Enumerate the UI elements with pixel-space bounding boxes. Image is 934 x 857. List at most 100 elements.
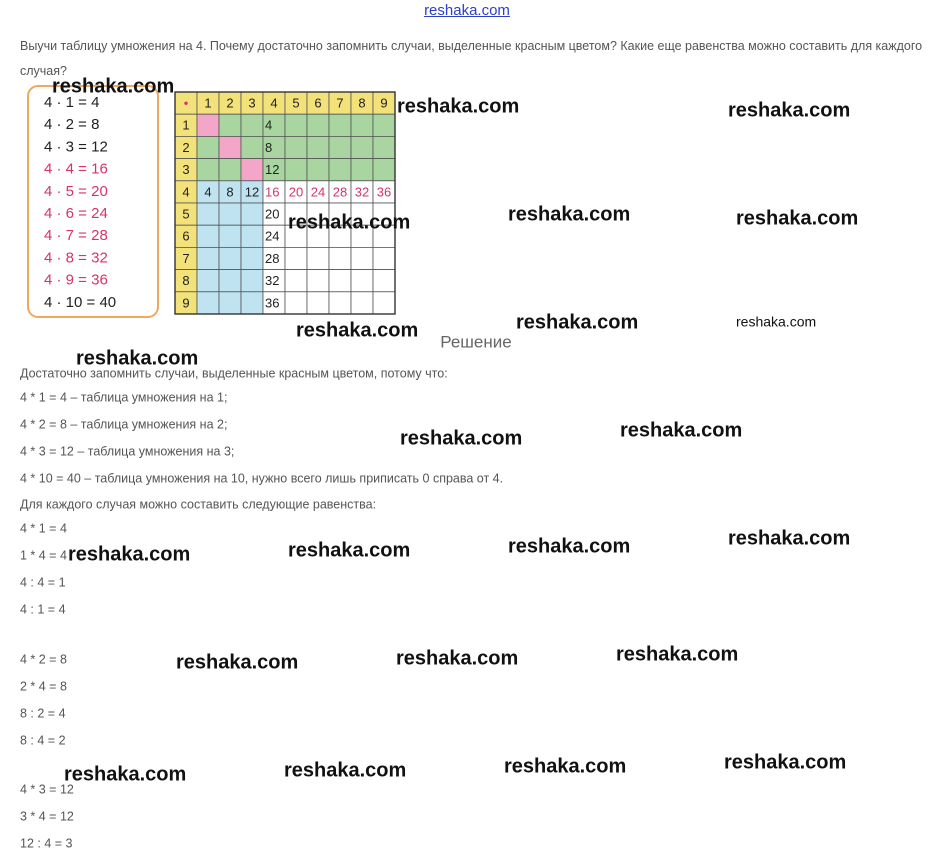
table-cell — [196, 269, 220, 293]
table-text: 20 — [265, 207, 279, 222]
table-cell — [350, 269, 374, 293]
solution-title: Решение — [440, 332, 511, 351]
table-cell — [218, 158, 242, 182]
table-cell — [372, 158, 396, 182]
table-cell — [240, 135, 264, 159]
watermark: reshaka.com — [728, 99, 850, 121]
table-text: 2 — [226, 96, 233, 111]
table-text: 1 — [182, 118, 189, 133]
table-text: 8 — [265, 140, 272, 155]
table-cell — [196, 113, 220, 137]
table-text: 9 — [380, 96, 387, 111]
site-link[interactable]: reshaka.com — [424, 2, 510, 19]
table-text: 7 — [336, 96, 343, 111]
table-cell — [240, 158, 264, 182]
equation: 12 : 4 = 3 — [20, 836, 73, 850]
equation: 3 * 4 = 12 — [20, 809, 74, 823]
table-text: 6 — [182, 229, 189, 244]
watermark: reshaka.com — [176, 651, 298, 673]
solution-line: Достаточно запомнить случаи, выделенные … — [20, 366, 448, 380]
watermark: reshaka.com — [52, 75, 174, 97]
table-cell — [328, 246, 352, 270]
table-cell — [306, 158, 330, 182]
table-cell — [306, 291, 330, 315]
table-cell — [306, 113, 330, 137]
table-cell — [218, 246, 242, 270]
table-text: 6 — [314, 96, 321, 111]
table-cell — [196, 135, 220, 159]
watermark: reshaka.com — [288, 539, 410, 561]
table-text: 20 — [289, 184, 303, 199]
table-text: • — [184, 96, 189, 111]
solution-line: 4 * 3 = 12 – таблица умножения на 3; — [20, 444, 234, 458]
table-cell — [240, 269, 264, 293]
watermark: reshaka.com — [288, 211, 410, 233]
table-cell — [350, 246, 374, 270]
solution-line: 4 * 2 = 8 – таблица умножения на 2; — [20, 417, 227, 431]
equation: 4 * 1 = 4 — [20, 521, 67, 535]
list-item: 4 · 4 = 16 — [44, 161, 108, 178]
equation: 4 * 2 = 8 — [20, 652, 67, 666]
table-cell — [328, 135, 352, 159]
table-text: 5 — [182, 207, 189, 222]
watermark: reshaka.com — [504, 755, 626, 777]
list-item: 4 · 7 = 28 — [44, 227, 108, 244]
table-cell — [306, 246, 330, 270]
watermark: reshaka.com — [76, 347, 198, 369]
list-item: 4 · 10 = 40 — [44, 294, 116, 311]
watermark: reshaka.com — [284, 759, 406, 781]
table-cell — [284, 135, 308, 159]
watermark: reshaka.com — [397, 95, 519, 117]
table-text: 4 — [265, 118, 272, 133]
table-text: 4 — [270, 96, 277, 111]
watermark: reshaka.com — [296, 319, 418, 341]
table-text: 36 — [265, 295, 279, 310]
table-cell — [196, 291, 220, 315]
table-cell — [218, 135, 242, 159]
list-frame — [27, 85, 159, 318]
table-cell — [372, 291, 396, 315]
list-item: 4 · 3 = 12 — [44, 138, 108, 155]
equation: 4 : 1 = 4 — [20, 602, 66, 616]
list-item: 4 · 5 = 20 — [44, 183, 108, 200]
table-border — [174, 91, 396, 315]
watermark: reshaka.com — [736, 207, 858, 229]
table-cell — [306, 135, 330, 159]
table-cell — [350, 158, 374, 182]
watermark: reshaka.com — [516, 311, 638, 333]
watermark: reshaka.com — [68, 543, 190, 565]
table-text: 32 — [355, 184, 369, 199]
table-cell — [196, 158, 220, 182]
table-text: 8 — [358, 96, 365, 111]
table-cell — [328, 269, 352, 293]
table-cell — [328, 158, 352, 182]
table-cell — [372, 113, 396, 137]
table-text: 24 — [265, 229, 279, 244]
equation: 4 * 3 = 12 — [20, 782, 74, 796]
table-cell — [284, 113, 308, 137]
table-cell — [372, 246, 396, 270]
table-text: 28 — [265, 251, 279, 266]
watermark: reshaka.com — [728, 527, 850, 549]
watermark: reshaka.com — [508, 535, 630, 557]
table-text: 12 — [265, 162, 279, 177]
table-cell — [218, 224, 242, 248]
table-cell — [240, 224, 264, 248]
equation: 2 * 4 = 8 — [20, 679, 67, 693]
table-cell — [196, 202, 220, 226]
table-cell — [328, 113, 352, 137]
list-item: 4 · 8 = 32 — [44, 249, 108, 266]
table-cell — [284, 291, 308, 315]
watermark: reshaka.com — [396, 647, 518, 669]
table-cell — [196, 224, 220, 248]
table-cell — [218, 291, 242, 315]
table-cell — [306, 269, 330, 293]
table-cell — [284, 269, 308, 293]
table-text: 8 — [226, 184, 233, 199]
table-cell — [328, 291, 352, 315]
table-cell — [240, 246, 264, 270]
table-text: 5 — [292, 96, 299, 111]
table-cell — [372, 135, 396, 159]
list-item: 4 · 1 = 4 — [44, 94, 99, 111]
